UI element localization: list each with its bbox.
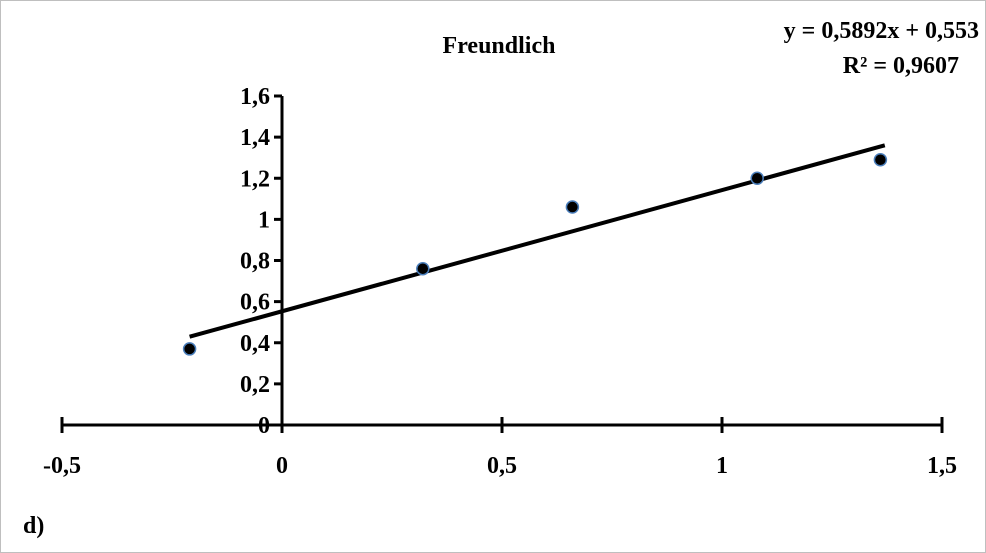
data-point — [416, 261, 430, 276]
trendline — [189, 143, 886, 339]
trendline-equation: y = 0,5892x + 0,553 — [784, 18, 979, 44]
y-tick-label: 0,4 — [240, 331, 270, 357]
x-tick-label: -0,5 — [43, 453, 81, 479]
data-point — [565, 200, 580, 214]
y-tick-label: 0,2 — [240, 372, 270, 398]
y-tick-label: 1 — [258, 207, 270, 233]
y-tick-label: 1,6 — [240, 84, 270, 110]
x-tick-label: 0 — [276, 453, 288, 479]
y-tick-label: 1,4 — [240, 125, 270, 151]
data-points — [182, 152, 888, 356]
axes: -0,5 0 0,5 1 1,5 0 0,2 0,4 0,6 0,8 1 1,2 1,4 1,6 — [43, 84, 957, 479]
data-point — [750, 171, 764, 185]
trendline-group — [189, 143, 886, 339]
y-tick-label: 0,8 — [240, 249, 270, 275]
y-tick-label: 1,2 — [240, 166, 270, 192]
panel-label: d) — [23, 513, 44, 539]
y-tick-label: 0,6 — [240, 290, 270, 316]
y-tick-label: 0 — [258, 413, 270, 439]
trendline-r-squared: R² = 0,9607 — [843, 53, 959, 79]
chart-title: Freundlich — [443, 33, 556, 59]
x-tick-label: 1 — [716, 453, 728, 479]
x-tick-label: 1,5 — [927, 453, 957, 479]
x-tick-label: 0,5 — [487, 453, 517, 479]
data-point — [873, 152, 888, 167]
data-point — [182, 342, 197, 356]
